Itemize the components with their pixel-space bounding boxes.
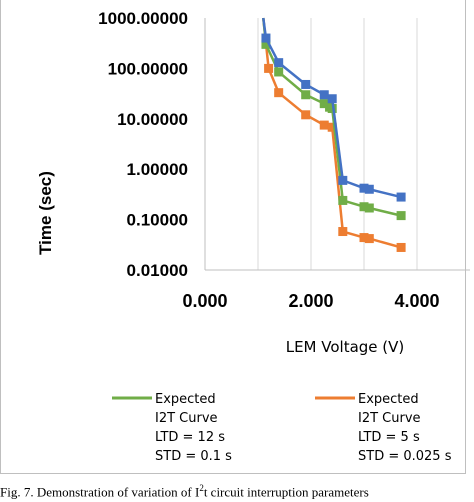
y-tick-label-1: 100.00000 [108,59,188,78]
series-1-point-3 [301,90,311,100]
series-0-point-1 [261,33,271,43]
caption-superscript: 2 [199,483,204,493]
series-0-line [262,17,402,199]
series-1-line [262,17,402,217]
x-tick-labels: 0.000 2.000 4.000 [182,291,439,311]
series-1-point-9 [364,203,374,213]
legend-label-1-1: I2T Curve [358,411,421,426]
legend-label-0-1: I2T Curve [155,411,218,426]
series-group [261,17,406,252]
grid-lines [257,18,418,270]
series-2-point-6 [338,227,348,237]
figure-caption: Fig. 7. Demonstration of variation of I2… [0,478,474,502]
y-tick-label-5: 0.01000 [127,261,188,280]
series-1 [261,17,406,221]
series-2-point-5 [327,122,337,132]
legend-label-1-0: Expected [358,392,419,407]
series-2-point-2 [274,88,284,98]
series-1-point-6 [327,104,337,114]
series-1-point-1 [261,39,271,49]
x-tick-label-2: 4.000 [394,291,439,311]
series-2-point-3 [301,110,311,120]
series-0 [261,17,406,202]
series-1-point-7 [338,195,348,205]
caption-suffix: t circuit interruption parameters [203,484,369,500]
series-2-line [262,17,402,249]
axes [204,18,470,271]
x-axis-title: LEM Voltage (V) [286,338,405,356]
series-2-point-1 [264,63,274,73]
legend-label-0-2: LTD = 12 s [155,430,225,445]
legend-item-1: Expected I2T Curve LTD = 5 s STD = 0.025 s [315,392,452,464]
series-2-point-8 [364,234,374,244]
legend-label-1-3: STD = 0.025 s [358,449,452,464]
y-axis-title: Time (sec) [36,171,55,255]
y-tick-label-2: 10.00000 [117,110,188,129]
series-2-point-9 [396,242,406,252]
x-tick-label-1: 2.000 [288,291,333,311]
series-1-point-10 [396,211,406,221]
y-tick-label-4: 0.10000 [127,211,188,230]
series-0-point-5 [327,94,337,104]
y-tick-labels: 1000.00000 100.00000 10.00000 1.00000 0.1000… [98,9,188,280]
caption-prefix: Fig. 7. Demonstration of variation of I [0,484,200,500]
legend-label-0-0: Expected [155,392,216,407]
y-tick-label-3: 1.00000 [127,160,188,179]
series-0-point-7 [359,183,369,193]
series-0-point-8 [364,184,374,194]
series-0-point-3 [301,79,311,89]
legend-label-0-3: STD = 0.1 s [155,449,232,464]
series-0-point-9 [396,192,406,202]
series-1-point-8 [359,202,369,212]
x-tick-label-0: 0.000 [182,291,227,311]
series-0-point-2 [274,58,284,68]
series-0-point-6 [338,175,348,185]
legend-label-1-2: LTD = 5 s [358,430,420,445]
series-1-point-4 [319,99,329,109]
line-chart: 1000.00000 100.00000 10.00000 1.00000 0.1000… [36,9,470,464]
chart-frame [0,0,466,474]
series-2 [262,17,406,252]
legend-item-0: Expected I2T Curve LTD = 12 s STD = 0.1 s [112,392,232,464]
series-1-point-2 [274,67,284,77]
series-2-point-4 [319,120,329,130]
series-0-point-4 [319,90,329,100]
y-tick-label-0: 1000.00000 [98,9,188,28]
series-2-point-7 [359,233,369,243]
